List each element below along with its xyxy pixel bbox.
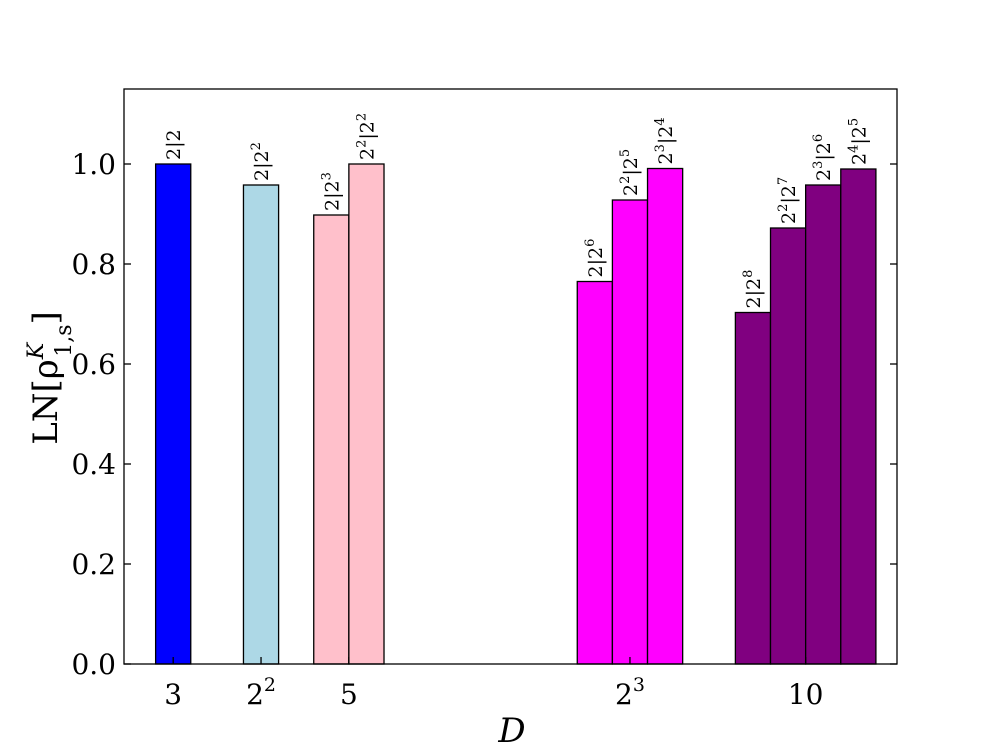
y-tick-label: 0.0: [71, 648, 116, 681]
tick-labels-layer: 3 22 5 23 100.00.20.40.60.81.0: [71, 148, 823, 711]
x-tick-label-base: 2: [246, 678, 264, 711]
bar-3-1: [154, 163, 192, 665]
y-axis-title-subscript: 1,s: [52, 324, 77, 356]
bar-label-part: 2: [743, 296, 765, 308]
bar-label-part: |2: [743, 278, 765, 297]
bar-label-exponent: 2: [354, 140, 369, 148]
bar-label-part: |2: [620, 157, 642, 176]
y-tick-label: 0.4: [71, 448, 116, 481]
x-tick-label-base: 3: [164, 678, 182, 711]
bar-10-1: [734, 311, 772, 665]
bar-label-exponent: 3: [653, 144, 668, 152]
y-tick-label: 0.8: [71, 248, 116, 281]
bar-10-2: [769, 227, 807, 665]
bar-label-10-2: 22​|27​: [776, 177, 800, 224]
bar-label-5-1: 2|23​: [319, 172, 343, 211]
bar-label-5-2: 22​|22​: [354, 113, 378, 160]
bar-label-part: |2: [813, 142, 835, 161]
bar-label-exponent: 3: [811, 161, 826, 169]
x-tick-label-4: 22: [246, 674, 276, 711]
bar-label-part: 2: [321, 199, 343, 211]
bar-label-exponent: 2: [618, 176, 633, 184]
bar-label-exponent: 7: [776, 177, 791, 185]
bar-8-1: [576, 280, 614, 665]
x-tick-label-10: 10: [788, 678, 824, 711]
bar-label-10-1: 2|28​: [741, 270, 765, 309]
bar-label-exponent: 2: [776, 204, 791, 212]
bar-label-part: |2: [251, 150, 273, 169]
bar-5-2: [348, 163, 385, 665]
bar-label-3-1: 2|2: [163, 129, 185, 160]
plot-frame: [123, 88, 898, 665]
bar-label-exponent: 5: [846, 118, 861, 126]
x-tick-label-base: 10: [788, 678, 824, 711]
bar-label-part: 2: [251, 169, 273, 181]
bar-label-part: |2: [655, 126, 677, 145]
bar-label-part: |2: [778, 185, 800, 204]
y-tick-label: 0.6: [71, 348, 116, 381]
bar-label-part: |2: [356, 121, 378, 140]
bar-label-8-3: 23​|24​: [653, 117, 677, 164]
bars-layer: [154, 163, 877, 665]
bar-label-exponent: 4: [653, 117, 668, 125]
x-tick-label-base: 5: [340, 678, 358, 711]
x-tick-label-base: 2: [615, 678, 633, 711]
x-tick-label-5: 5: [340, 678, 358, 711]
bar-label-part: 2: [356, 148, 378, 160]
bar-label-part: 2: [585, 265, 607, 277]
y-tick-label: 1.0: [71, 148, 116, 181]
bar-10-3: [804, 184, 842, 665]
bar-label-part: 2: [848, 153, 870, 165]
bar-8-3: [646, 167, 684, 665]
bar-label-exponent: 2: [354, 113, 369, 121]
bar-5-1: [313, 214, 350, 665]
bar-label-10-3: 23​|26​: [811, 134, 835, 181]
y-axis-title-base: LN[ρ: [26, 359, 66, 445]
bar-label-exponent: 8: [741, 270, 756, 278]
bar-label-8-2: 22​|25​: [618, 149, 642, 196]
bar-label-part: |2: [585, 247, 607, 266]
bar-label-8-1: 2|26​: [583, 239, 607, 278]
bar-label-part: 2: [778, 212, 800, 224]
bar-10-4: [840, 168, 877, 665]
bar-label-10-4: 24​|25​: [846, 118, 870, 165]
bar-label-part: 2: [813, 169, 835, 181]
x-tick-label-exponent: 3: [633, 674, 645, 696]
x-tick-label-exponent: 2: [264, 674, 276, 696]
bar-label-part: |2: [321, 180, 343, 199]
bar-label-exponent: 5: [618, 149, 633, 157]
bar-label-part: 2: [163, 148, 185, 160]
x-tick-label-3: 3: [164, 678, 182, 711]
bar-label-exponent: 3: [319, 172, 334, 180]
bar-label-exponent: 2: [249, 142, 264, 150]
bar-label-part: 2: [655, 152, 677, 164]
bar-label-part: |2: [163, 129, 185, 148]
bar-label-exponent: 6: [811, 134, 826, 142]
bar-label-exponent: 6: [583, 239, 598, 247]
bar-labels-layer: 2|22|22​2|23​22​|22​2|26​22​|25​23​|24​2…: [163, 113, 870, 309]
bar-label-4-1: 2|22​: [249, 142, 273, 181]
bar-label-part: 2: [620, 184, 642, 196]
bar-8-2: [611, 199, 649, 665]
y-axis-title: LN[ρK 1,s]: [24, 311, 77, 445]
x-tick-label-8: 23: [615, 674, 645, 711]
bar-label-exponent: 4: [846, 145, 861, 153]
x-axis-title: D: [497, 711, 525, 747]
ticks-layer: [124, 163, 897, 665]
y-tick-label: 0.2: [71, 548, 116, 581]
y-axis-title-superscript: K: [24, 341, 49, 360]
bar-label-part: |2: [848, 126, 870, 145]
y-axis-title-close: ]: [26, 311, 66, 324]
bar-4-1: [242, 184, 280, 665]
